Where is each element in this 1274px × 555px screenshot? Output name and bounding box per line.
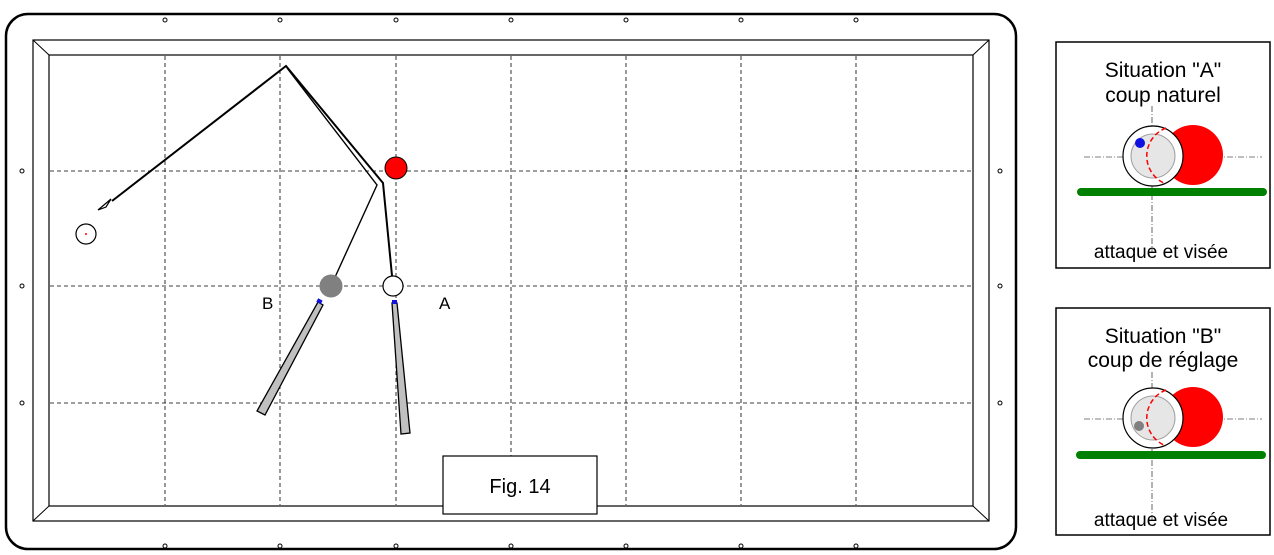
panel-b-contact-arc	[1146, 389, 1167, 447]
diamond-marker	[623, 17, 629, 23]
diamond-marker	[19, 168, 25, 174]
panel-b-cue-ball	[1122, 387, 1184, 449]
panel-a-cue-ball	[1122, 125, 1184, 187]
panel-situation-b: Situation "B" coup de réglage attaque et…	[1055, 307, 1271, 536]
diamond-marker	[393, 543, 399, 549]
label-b: B	[262, 294, 273, 313]
trajectory-situation-b	[286, 67, 378, 287]
trajectory-situation-a	[111, 64, 394, 287]
panel-a-cloth-rail	[1077, 188, 1267, 196]
diamond-marker	[19, 400, 25, 406]
white-cue-ball-a	[382, 275, 404, 297]
diamond-marker	[997, 283, 1003, 289]
grey-cue-ball-b	[319, 274, 343, 298]
cushion-outer-edge	[32, 39, 990, 522]
diamond-marker	[277, 543, 283, 549]
diamond-marker	[508, 17, 514, 23]
diamond-marker	[853, 17, 859, 23]
panel-a-frame	[1055, 41, 1271, 269]
label-a: A	[439, 294, 451, 313]
diamond-marker	[738, 17, 744, 23]
panel-b-title-line2: coup de réglage	[1088, 349, 1239, 372]
red-ball	[384, 156, 408, 180]
diamond-marker	[277, 17, 283, 23]
diamond-marker	[853, 543, 859, 549]
cue-stick-b	[256, 298, 324, 416]
panel-b-cloth-rail	[1076, 451, 1266, 459]
diamond-marker	[508, 543, 514, 549]
panel-b-cue-tip-dot	[1134, 421, 1144, 431]
panel-a-contact-arc	[1146, 127, 1167, 185]
panel-a-title-line2: coup naturel	[1105, 84, 1221, 107]
panel-a-footer: attaque et visée	[1094, 242, 1228, 263]
cue-stick-a	[391, 300, 411, 435]
cushion-corner-bevels	[32, 39, 990, 522]
panel-situation-a: Situation "A" coup naturel attaque et vi…	[1055, 41, 1271, 269]
ball-trajectories	[97, 64, 394, 287]
diamond-marker	[997, 168, 1003, 174]
diamond-marker	[19, 283, 25, 289]
diamond-marker	[738, 543, 744, 549]
diamond-marker	[162, 17, 168, 23]
diamond-marker	[162, 543, 168, 549]
trajectory-arrowhead	[97, 198, 112, 211]
rail-diamonds	[19, 17, 1003, 549]
panel-b-title-line1: Situation "B"	[1105, 325, 1221, 348]
diamond-marker	[393, 17, 399, 23]
billiard-table: B A Fig. 14	[4, 12, 1018, 551]
panel-a-title-line1: Situation "A"	[1105, 59, 1221, 82]
figure-caption: Fig. 14	[489, 476, 550, 498]
diamond-marker	[997, 400, 1003, 406]
figure-caption-box	[442, 455, 598, 515]
panel-a-cue-tip-dot	[1135, 138, 1145, 148]
diamond-marker	[623, 543, 629, 549]
panel-b-footer: attaque et visée	[1094, 510, 1228, 531]
target-ball-marker	[75, 223, 97, 245]
